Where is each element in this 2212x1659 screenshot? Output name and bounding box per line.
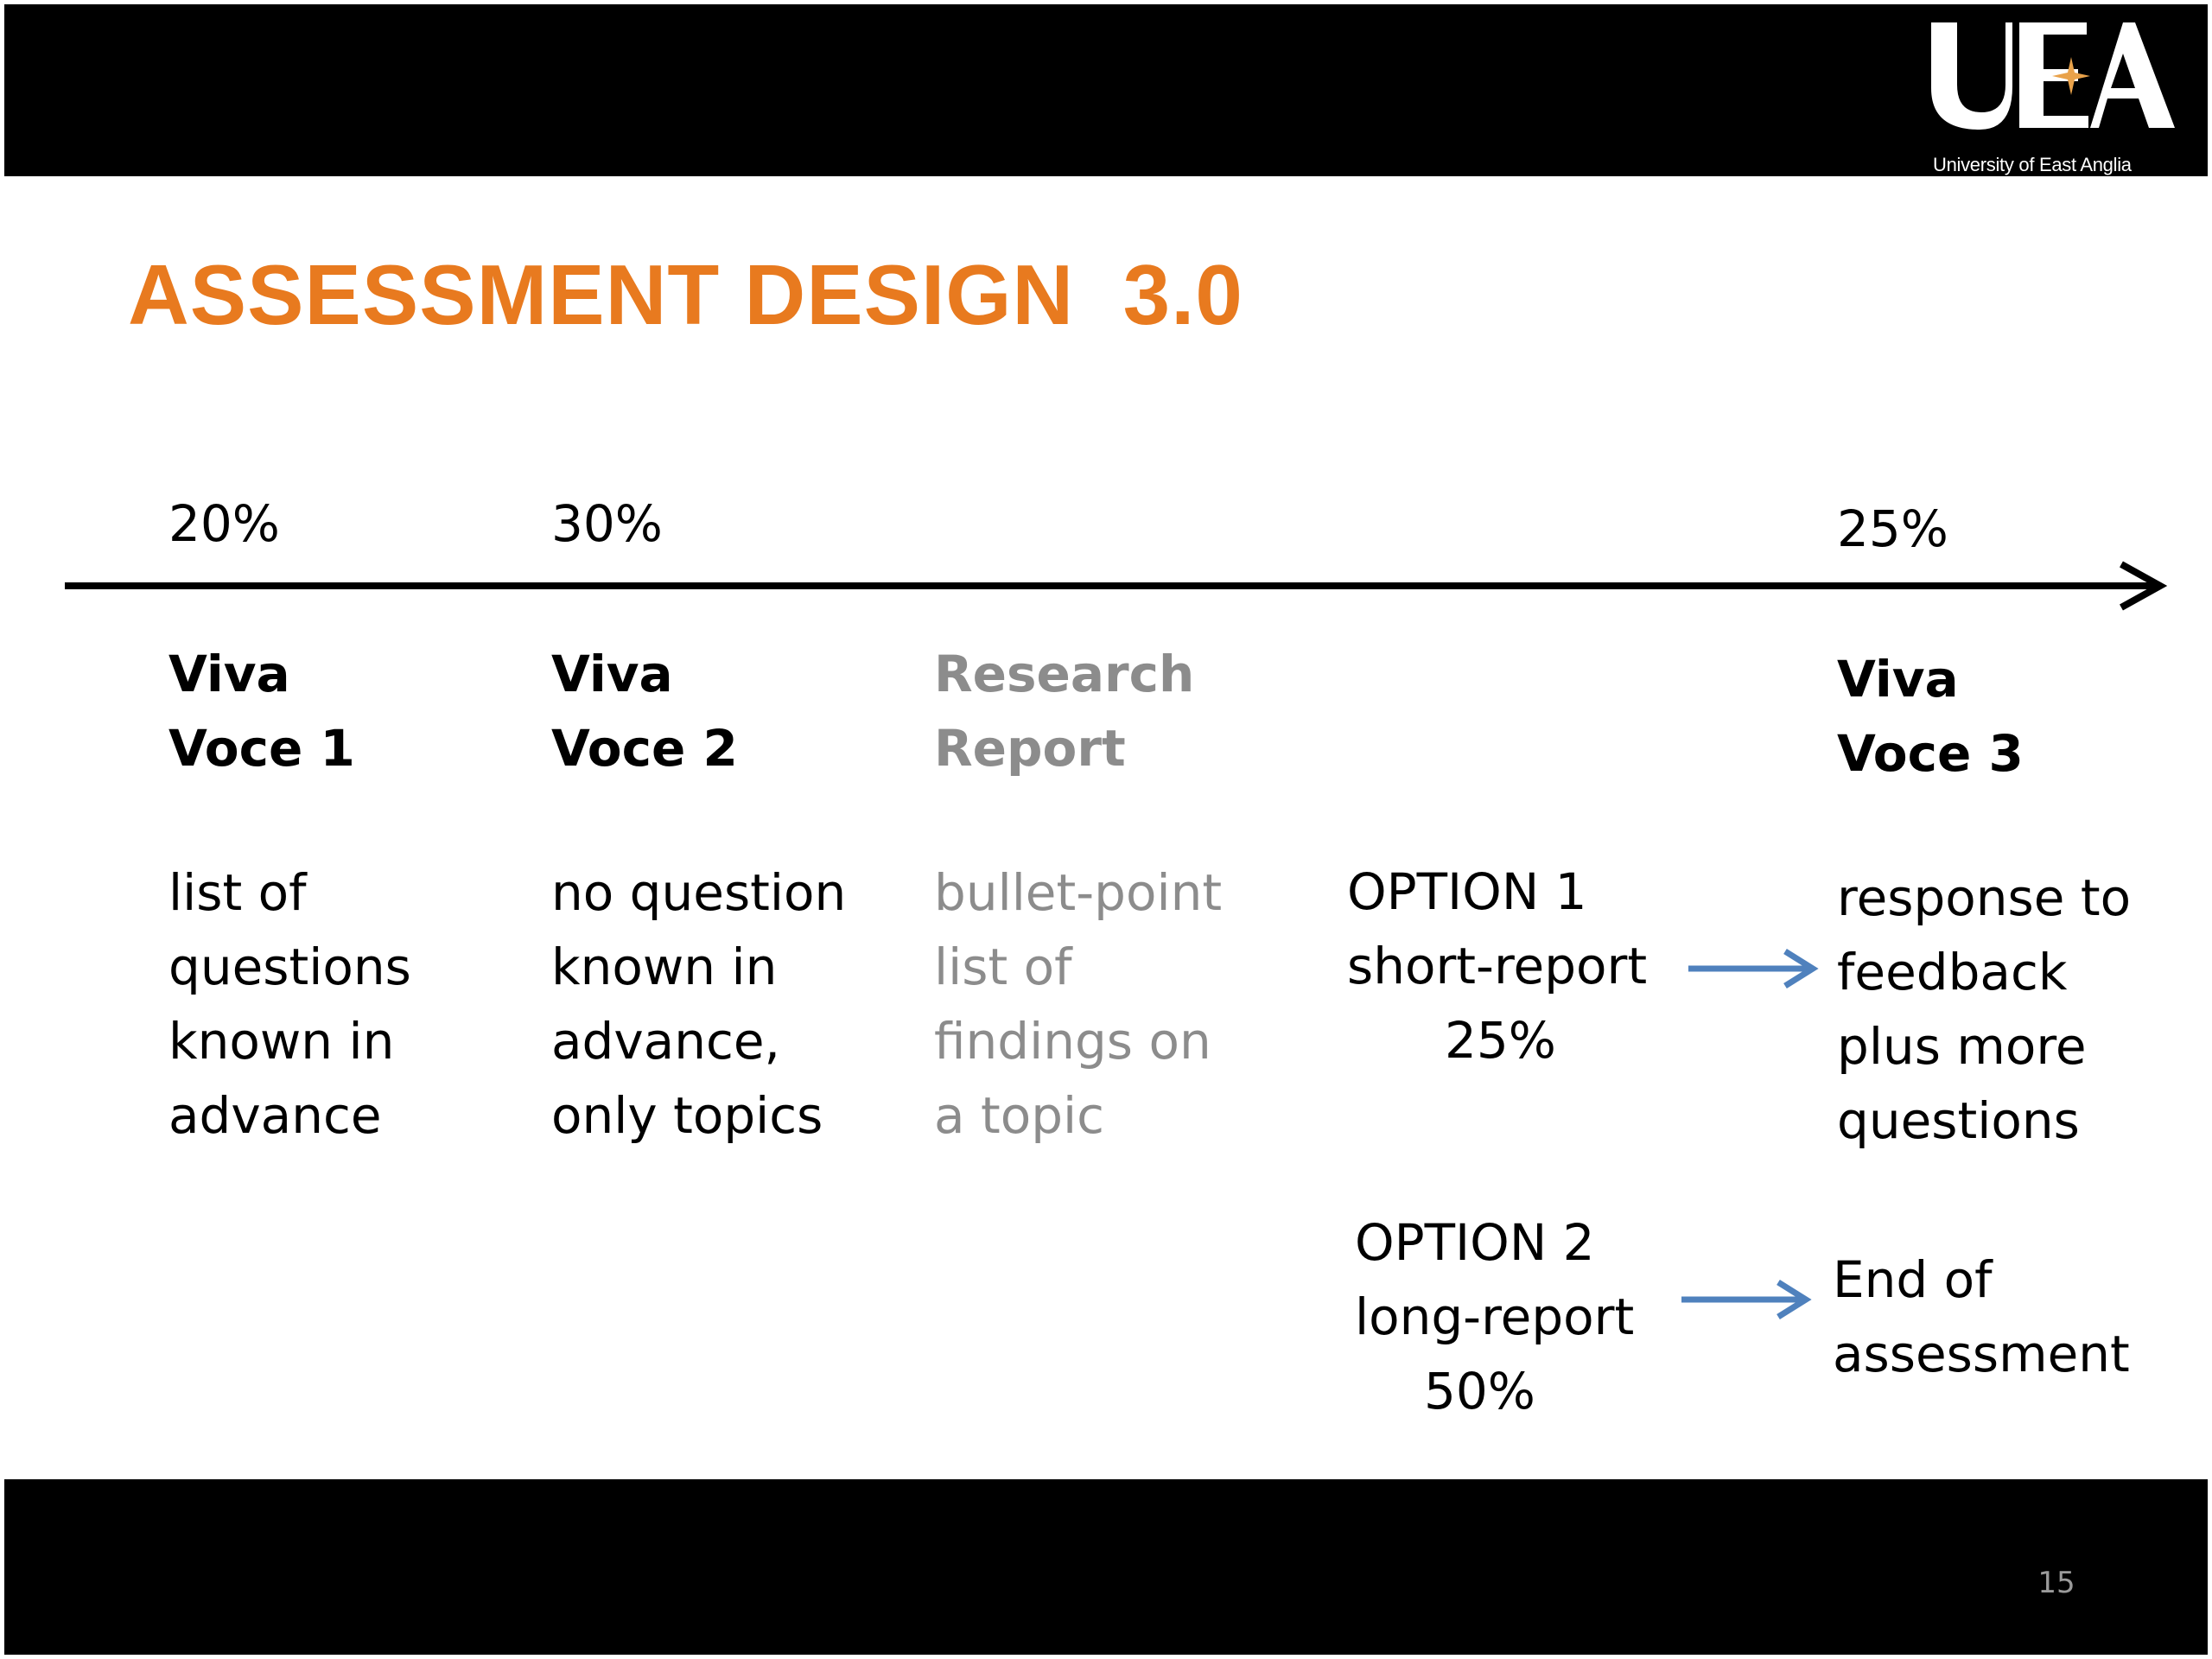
description-line: bullet-point bbox=[934, 863, 1223, 922]
header-band bbox=[4, 4, 2208, 176]
option-weight: 50% bbox=[1424, 1362, 1535, 1421]
weight-viva-voce-2: 30% bbox=[551, 494, 663, 553]
outcome-line: plus more bbox=[1837, 1017, 2087, 1076]
option-label: OPTION 1 bbox=[1347, 862, 1587, 921]
option-label: OPTION 2 bbox=[1355, 1213, 1595, 1272]
option-2-outcome: End of assessment bbox=[1833, 1243, 2130, 1391]
description-line: known in bbox=[168, 1012, 395, 1071]
stage-heading-research-report: Research Report bbox=[934, 637, 1194, 785]
description-line: a topic bbox=[934, 1086, 1105, 1145]
description-line: list of bbox=[168, 863, 307, 922]
uea-logo-mark-icon bbox=[1931, 22, 2175, 130]
outcome-line: End of bbox=[1833, 1250, 1993, 1309]
description-line: list of bbox=[934, 938, 1072, 996]
description-line: no question bbox=[551, 863, 847, 922]
stage-heading-line: Voce 2 bbox=[551, 719, 738, 778]
arrow-right-icon bbox=[1688, 949, 1819, 988]
stage-heading-line: Voce 3 bbox=[1837, 724, 2024, 783]
option-2: OPTION 2 long-report 50% bbox=[1355, 1205, 1634, 1428]
option-1-outcome: response to feedback plus more questions bbox=[1837, 861, 2131, 1158]
option-1: OPTION 1 short-report 25% bbox=[1347, 855, 1647, 1077]
stage-heading-line: Report bbox=[934, 719, 1126, 778]
timeline-arrow bbox=[65, 561, 2168, 611]
arrow-right-icon bbox=[1681, 1280, 1812, 1319]
stage-heading-viva-voce-1: Viva Voce 1 bbox=[168, 637, 355, 785]
stage-heading-line: Research bbox=[934, 645, 1195, 703]
description-line: advance, bbox=[551, 1012, 780, 1071]
weight-viva-voce-1: 20% bbox=[168, 494, 280, 553]
slide-title: ASSESSMENT DESIGN 3.0 bbox=[128, 247, 1243, 342]
description-line: known in bbox=[551, 938, 778, 996]
stage-heading-viva-voce-2: Viva Voce 2 bbox=[551, 637, 738, 785]
footer-band bbox=[4, 1479, 2208, 1655]
description-line: questions bbox=[168, 938, 411, 996]
outcome-line: assessment bbox=[1833, 1325, 2130, 1383]
option-weight: 25% bbox=[1445, 1011, 1556, 1070]
stage-heading-line: Viva bbox=[551, 645, 673, 703]
uea-logo: University of East Anglia bbox=[1923, 16, 2182, 175]
description-line: advance bbox=[168, 1086, 382, 1145]
outcome-line: questions bbox=[1837, 1091, 2080, 1150]
stage-heading-line: Voce 1 bbox=[168, 719, 355, 778]
weight-viva-voce-3: 25% bbox=[1837, 499, 1948, 558]
stage-description-viva-voce-2: no question known in advance, only topic… bbox=[551, 855, 846, 1153]
option-report: long-report bbox=[1355, 1287, 1635, 1346]
description-line: only topics bbox=[551, 1086, 823, 1145]
outcome-line: feedback bbox=[1837, 943, 2068, 1001]
stage-description-viva-voce-1: list of questions known in advance bbox=[168, 855, 411, 1153]
description-line: findings on bbox=[934, 1012, 1211, 1071]
stage-heading-line: Viva bbox=[1837, 650, 1959, 709]
outcome-line: response to bbox=[1837, 868, 2132, 927]
stage-description-research-report: bullet-point list of findings on a topic bbox=[934, 855, 1222, 1153]
page-number: 15 bbox=[2037, 1566, 2075, 1600]
stage-heading-viva-voce-3: Viva Voce 3 bbox=[1837, 642, 2024, 791]
stage-heading-line: Viva bbox=[168, 645, 290, 703]
logo-caption: University of East Anglia bbox=[1933, 154, 2132, 175]
option-report: short-report bbox=[1347, 937, 1648, 995]
